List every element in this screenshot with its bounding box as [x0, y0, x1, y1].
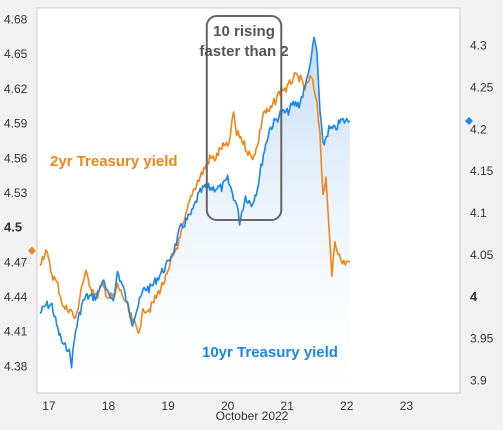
right-tick-label: 3.9: [470, 373, 487, 387]
left-tick-label: 4.44: [4, 290, 28, 304]
two-year-last-value-marker: [28, 246, 36, 255]
left-tick-label: 4.65: [4, 47, 28, 61]
two-year-series-label: 2yr Treasury yield: [50, 153, 178, 170]
ten-year-line: [39, 36, 351, 369]
x-tick-label: 23: [400, 399, 414, 413]
ten-year-series-line: [39, 36, 351, 369]
x-tick-label: 22: [340, 399, 354, 413]
left-tick-label: 4.62: [4, 82, 28, 96]
ten-year-series-label: 10yr Treasury yield: [202, 344, 338, 361]
x-tick-label: 18: [102, 399, 116, 413]
annotation-line-1: 10 rising: [213, 23, 275, 40]
left-axis: 4.38 4.41 4.44 4.47 4.5 4.53 4.56 4.59 4.62 4.65 4…: [4, 13, 28, 374]
right-tick-label: 4.25: [470, 81, 494, 95]
x-axis-title: October 2022: [216, 409, 289, 423]
annotation-box: [205, 15, 283, 221]
right-tick-label: 4.15: [470, 164, 494, 178]
annotation-line-2: faster than 2: [199, 43, 288, 60]
left-tick-label: 4.56: [4, 151, 28, 165]
right-axis: 3.9 3.95 4 4.05 4.1 4.15 4.2 4.25 4.3: [470, 39, 494, 388]
left-tick-label: 4.47: [4, 255, 28, 269]
left-tick-label: 4.38: [4, 359, 28, 373]
left-tick-label: 4.41: [4, 325, 28, 339]
left-tick-label: 4.59: [4, 117, 28, 131]
left-tick-label: 4.53: [4, 186, 28, 200]
x-tick-label: 19: [161, 399, 175, 413]
right-tick-label: 4.2: [470, 122, 487, 136]
right-tick-label: 4.1: [470, 206, 487, 220]
x-tick-label: 20: [221, 399, 235, 413]
two-year-series-line: [39, 72, 351, 335]
left-tick-label: 4.68: [4, 13, 28, 27]
right-tick-label: 4.05: [470, 248, 494, 262]
right-tick-label: 3.95: [470, 332, 494, 346]
ten-year-last-value-marker: [465, 116, 473, 125]
x-axis: 17 18 19 20 21 22 23: [42, 399, 413, 413]
ten-year-area-fill: [40, 37, 350, 393]
right-tick-label: 4: [470, 289, 478, 304]
two-year-line: [39, 72, 351, 335]
x-tick-label: 17: [42, 399, 56, 413]
left-tick-label: 4.5: [4, 220, 22, 235]
right-tick-label: 4.3: [470, 39, 487, 53]
last-value-markers: [28, 116, 473, 255]
ten-year-area: [40, 37, 350, 393]
x-tick-label: 21: [281, 399, 295, 413]
